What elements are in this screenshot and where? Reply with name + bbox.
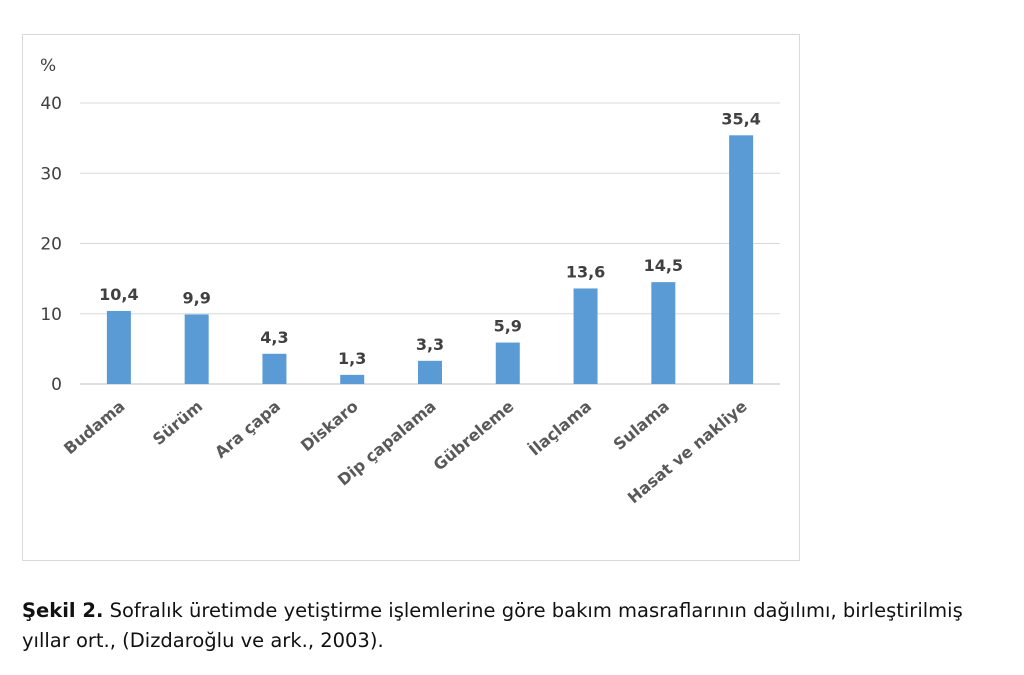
y-tick-label: 40 — [40, 94, 62, 114]
bar — [495, 342, 520, 384]
data-label: 13,6 — [566, 262, 605, 281]
caption-text: Sofralık üretimde yetiştirme işlemlerine… — [22, 599, 963, 652]
y-tick-label: 0 — [51, 375, 62, 395]
y-axis-unit-label: % — [40, 56, 56, 76]
data-label: 35,4 — [721, 109, 760, 128]
bar — [418, 360, 442, 384]
bar — [729, 135, 754, 384]
category-label: Diskaro — [297, 397, 362, 456]
category-label: Sulama — [610, 397, 673, 454]
data-label: 9,9 — [182, 288, 210, 307]
data-label: 10,4 — [99, 285, 138, 304]
bar — [573, 288, 598, 384]
category-label: Ara çapa — [211, 397, 284, 462]
y-tick-label: 30 — [40, 164, 62, 184]
data-label: 1,3 — [338, 349, 366, 368]
data-label: 3,3 — [416, 335, 444, 354]
bar-chart: 0 10 20 30 40 10,4 Budama 9,9 Sürüm 4,3 Ara çapa 1,… — [40, 56, 780, 507]
caption-label: Şekil 2. — [22, 599, 104, 622]
category-label: Sürüm — [149, 397, 206, 449]
bars — [106, 135, 754, 384]
data-label: 5,9 — [494, 317, 522, 336]
bar — [184, 314, 209, 384]
category-label: İlaçlama — [525, 397, 595, 460]
bar — [262, 353, 287, 384]
category-label: Gübreleme — [430, 396, 518, 474]
y-tick-label: 10 — [40, 305, 62, 325]
bar — [340, 374, 365, 384]
y-tick-label: 20 — [40, 235, 62, 255]
data-label: 4,3 — [260, 328, 288, 347]
bar — [651, 282, 676, 384]
bar — [106, 310, 131, 384]
chart-frame — [22, 34, 800, 561]
category-label: Budama — [60, 397, 128, 459]
figure-caption: Şekil 2. Sofralık üretimde yetiştirme iş… — [22, 596, 1012, 656]
data-label: 14,5 — [644, 256, 683, 275]
